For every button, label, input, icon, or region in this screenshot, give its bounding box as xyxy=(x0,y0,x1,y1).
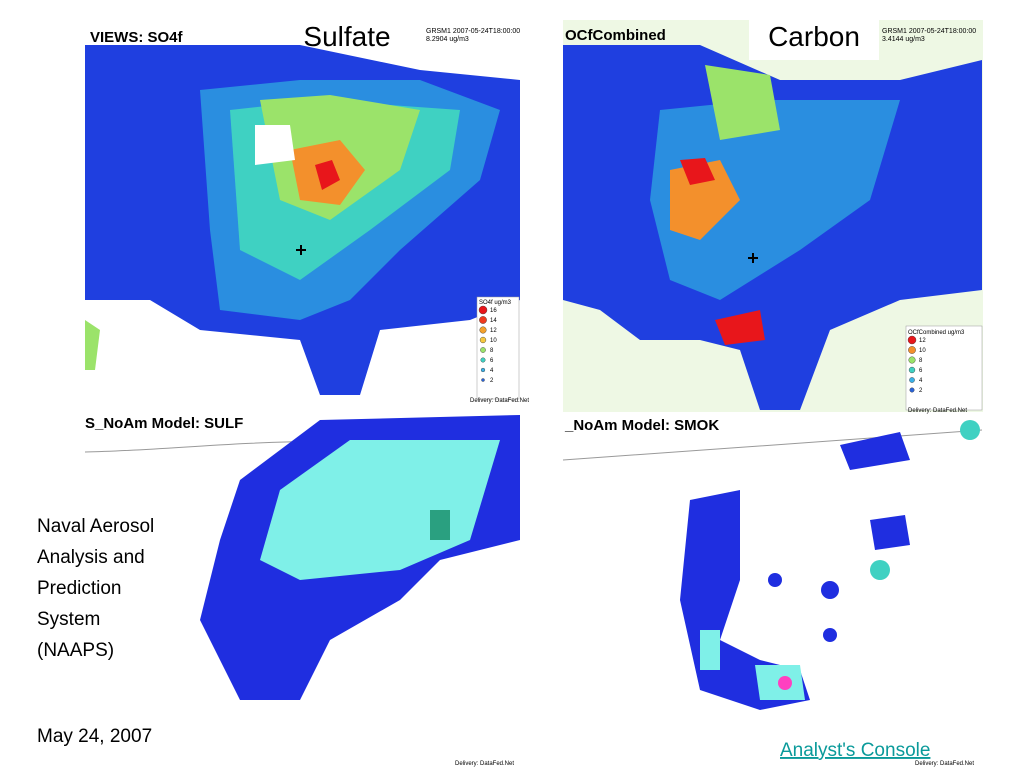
credit: Delivery: DataFed.Net xyxy=(455,761,514,767)
legend-title: SO4f ug/m3 xyxy=(479,300,512,306)
caption-line: Analysis and xyxy=(37,547,145,568)
legend-swatch xyxy=(480,367,486,373)
legend-swatch xyxy=(478,305,488,315)
sulfate-map xyxy=(85,20,520,408)
legend-label: 14 xyxy=(490,318,497,324)
map-header: _NoAm Model: SMOK xyxy=(564,417,719,434)
caption-line: (NAAPS) xyxy=(37,640,114,661)
map-header: OCfCombined xyxy=(565,27,666,44)
legend-label: 6 xyxy=(490,358,494,364)
legend-label: 12 xyxy=(919,338,926,344)
caption-line: Prediction xyxy=(37,578,122,599)
legend-swatch xyxy=(479,316,487,324)
legend-swatch xyxy=(480,347,486,353)
legend-swatch xyxy=(481,378,485,382)
credit: Delivery: DataFed.Net xyxy=(915,761,974,767)
smok-model-map xyxy=(562,420,983,710)
legend-label: 4 xyxy=(919,378,923,384)
legend-label: 10 xyxy=(490,338,497,344)
legend-label: 4 xyxy=(490,368,494,374)
reading: 8.2904 ug/m3 xyxy=(426,36,469,43)
date: May 24, 2007 xyxy=(37,726,152,747)
sulf-model-map xyxy=(84,415,521,700)
legend-label: 16 xyxy=(490,308,497,314)
legend-label: 6 xyxy=(919,368,923,374)
panel-title: Sulfate xyxy=(303,21,390,52)
legend-label: 2 xyxy=(919,388,923,394)
reading: 3.4144 ug/m3 xyxy=(882,36,925,43)
analysts-console-link[interactable]: Analyst's Console xyxy=(780,740,930,761)
legend-swatch xyxy=(908,356,916,364)
station: GRSM1 2007-05-24T18:00:00 xyxy=(882,28,976,35)
legend-swatch xyxy=(479,326,487,334)
legend-swatch xyxy=(908,346,916,354)
credit: Delivery: DataFed.Net xyxy=(908,408,967,414)
map-header: S_NoAm Model: SULF xyxy=(85,415,243,432)
legend-swatch xyxy=(479,336,487,344)
station: GRSM1 2007-05-24T18:00:00 xyxy=(426,28,520,35)
legend-label: 10 xyxy=(919,348,926,354)
legend-label: 8 xyxy=(919,358,923,364)
panel-title: Carbon xyxy=(768,21,860,52)
legend-swatch xyxy=(909,387,915,393)
caption-line: Naval Aerosol xyxy=(37,516,154,537)
legend-label: 8 xyxy=(490,348,494,354)
credit: Delivery: DataFed.Net xyxy=(470,398,529,404)
legend-title: OCfCombined ug/m3 xyxy=(908,330,965,336)
legend-swatch xyxy=(907,335,917,345)
caption-line: System xyxy=(37,609,100,630)
legend-label: 12 xyxy=(490,328,497,334)
legend-label: 2 xyxy=(490,378,494,384)
legend-swatch xyxy=(908,366,916,374)
legend-swatch xyxy=(909,377,915,383)
legend-swatch xyxy=(480,357,486,363)
map-header: VIEWS: SO4f xyxy=(90,29,184,46)
